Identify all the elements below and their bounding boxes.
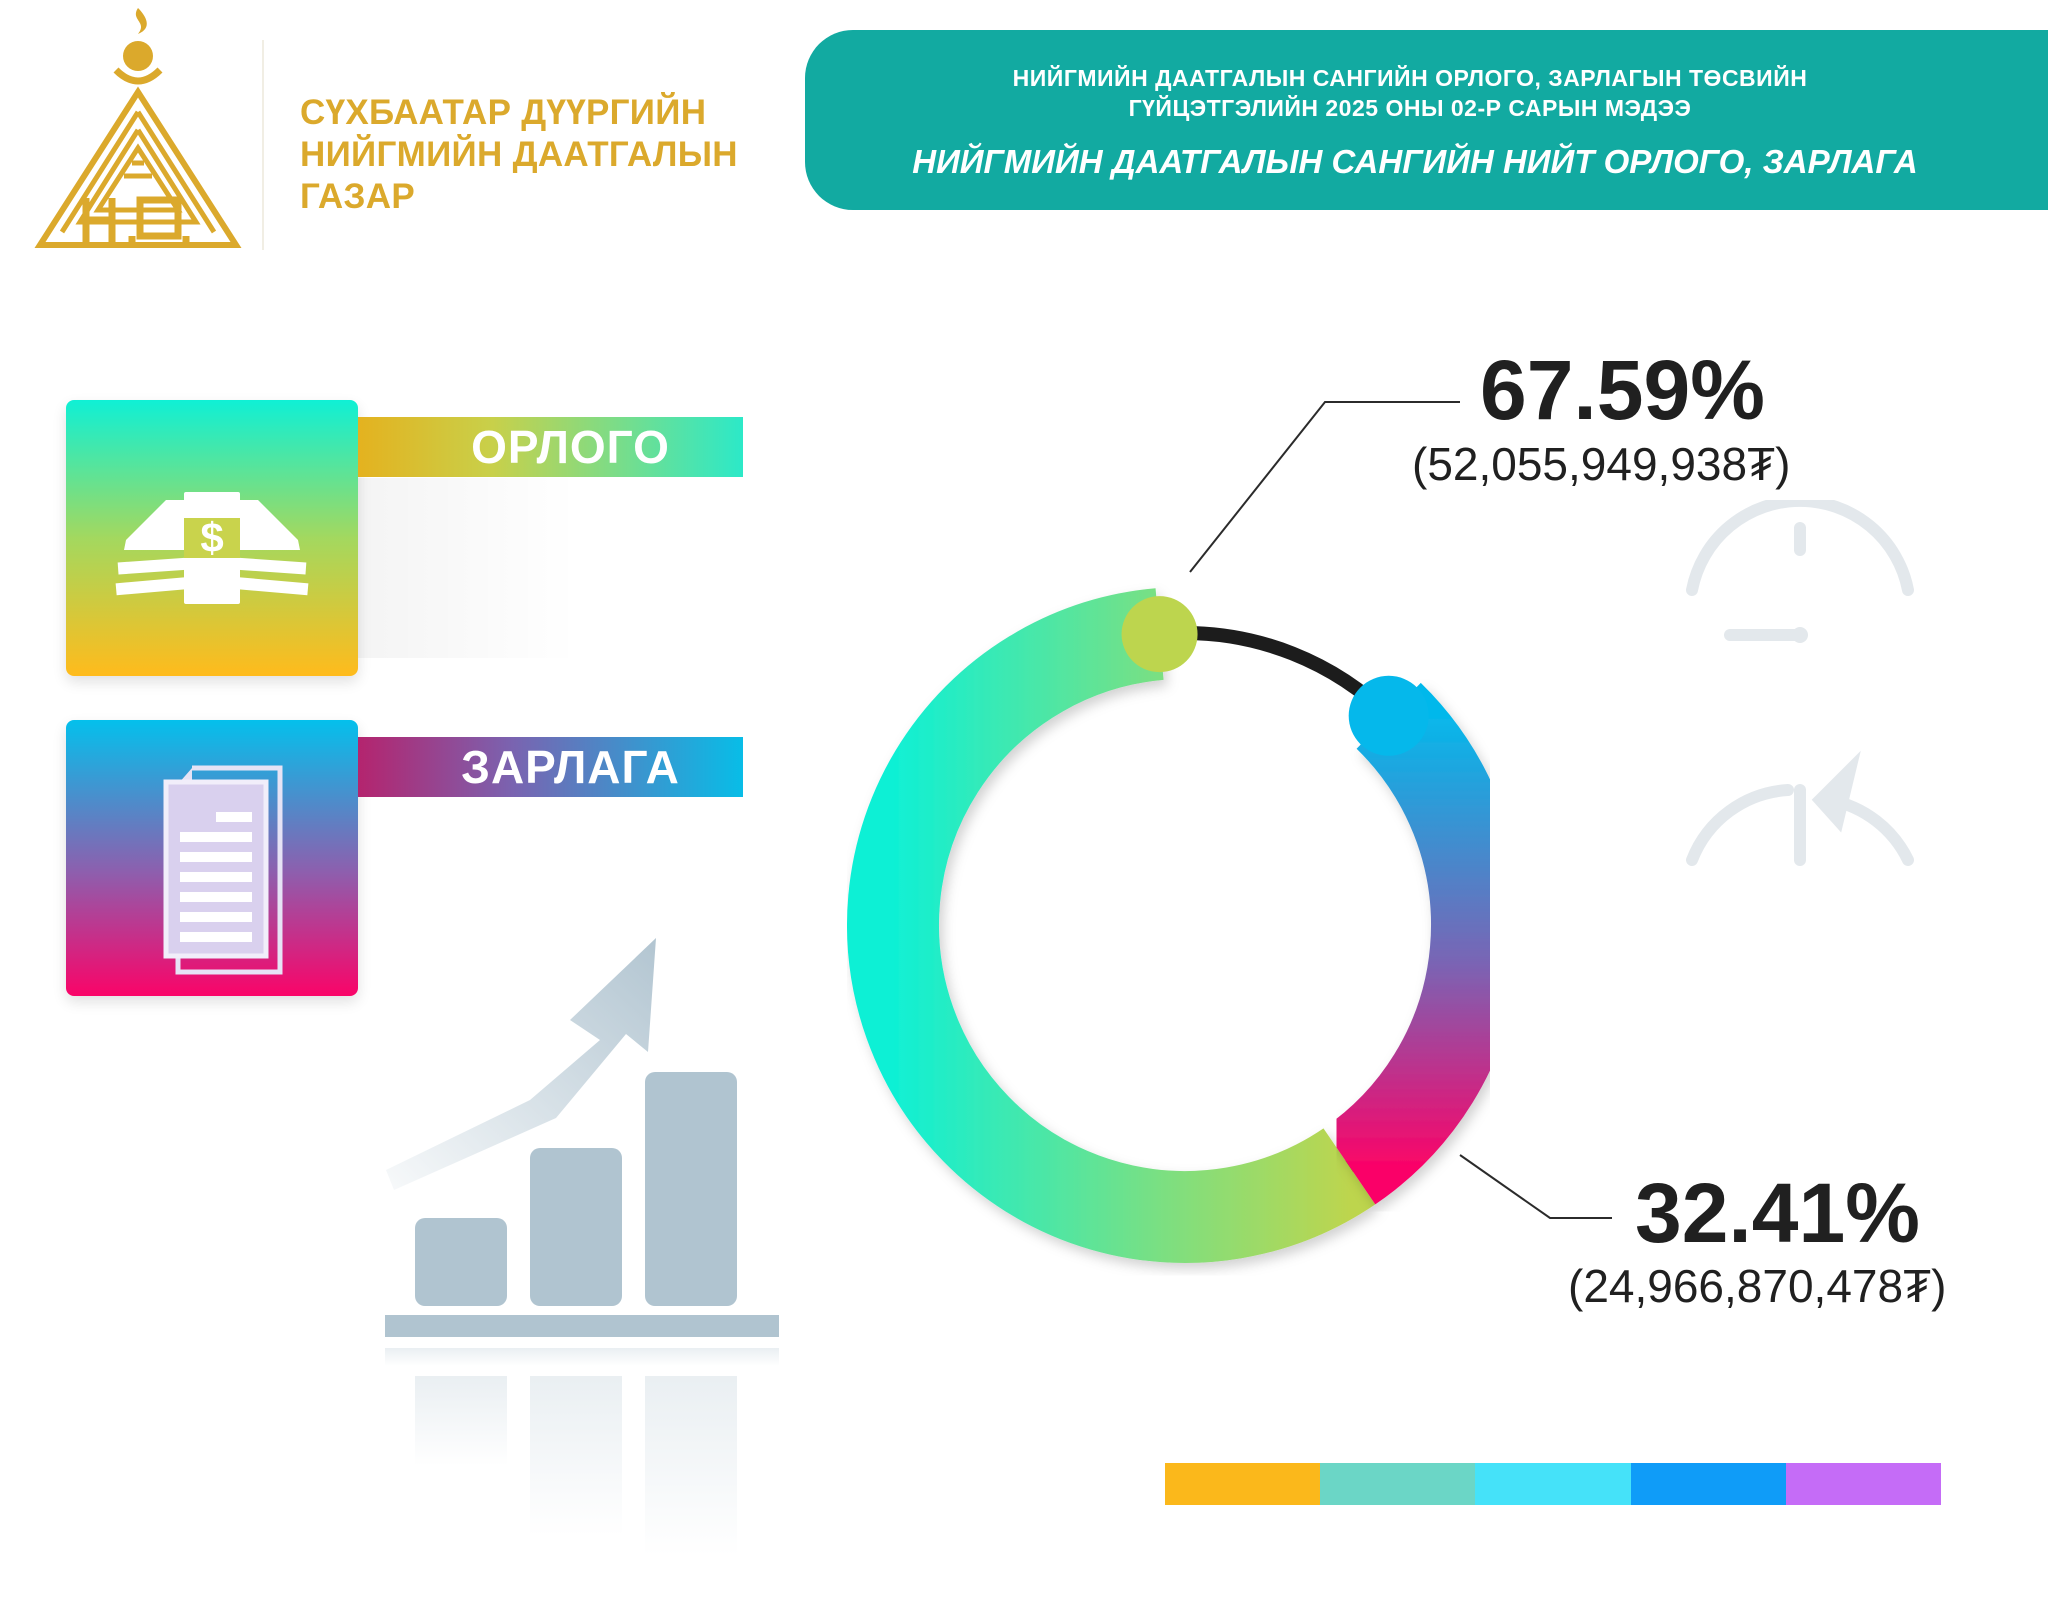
header-title-line1: НИЙГМИЙН ДААТГАЛЫН САНГИЙН ОРЛОГО, ЗАРЛА… <box>1012 65 1808 91</box>
money-stack-icon: $ <box>115 492 309 604</box>
donut-chart <box>847 588 1523 1263</box>
color-strip-segment <box>1785 1463 1942 1505</box>
header-banner <box>805 30 2048 210</box>
bar-chart-growth-icon <box>385 938 779 1556</box>
color-strip-segment <box>1475 1463 1631 1505</box>
expense-label: ЗАРЛАГА <box>358 737 743 797</box>
income-amount-label: (52,055,949,938₮) <box>1412 438 1791 490</box>
income-card-shadow <box>358 478 578 658</box>
expense-arc <box>1322 682 1523 1205</box>
org-name-line: НИЙГМИЙН ДААТГАЛЫН <box>300 135 738 174</box>
document-icon <box>163 765 283 975</box>
income-card: $ <box>66 400 358 676</box>
color-strip-segment <box>1165 1463 1321 1505</box>
income-arc-cap <box>1121 596 1198 673</box>
color-strip <box>1165 1463 1942 1505</box>
gauge-watermark-icon <box>1686 500 1914 866</box>
expense-arc-cap <box>1348 675 1429 756</box>
expense-label-text: ЗАРЛАГА <box>461 741 680 793</box>
org-name-line: ГАЗАР <box>300 177 415 216</box>
income-arc <box>847 588 1376 1263</box>
header-subtitle: НИЙГМИЙН ДААТГАЛЫН САНГИЙН НИЙТ ОРЛОГО, … <box>912 143 1918 180</box>
income-percent-label: 67.59% <box>1480 343 1765 437</box>
expense-card <box>66 720 358 996</box>
income-label-text: ОРЛОГО <box>471 421 670 473</box>
svg-text:$: $ <box>200 514 223 561</box>
org-name-line: СҮХБААТАР ДҮҮРГИЙН <box>300 93 707 132</box>
org-divider <box>262 40 264 250</box>
org-logo <box>34 8 242 248</box>
header-title-line2: ГҮЙЦЭТГЭЛИЙН 2025 ОНЫ 02-Р САРЫН МЭДЭЭ <box>1128 95 1692 121</box>
income-label: ОРЛОГО <box>358 417 743 477</box>
expense-percent-label: 32.41% <box>1635 1166 1920 1260</box>
color-strip-segment <box>1630 1463 1786 1505</box>
color-strip-segment <box>1320 1463 1476 1505</box>
org-name: СҮХБААТАР ДҮҮРГИЙН НИЙГМИЙН ДААТГАЛЫН ГА… <box>300 92 780 218</box>
expense-amount-label: (24,966,870,478₮) <box>1568 1260 1947 1312</box>
